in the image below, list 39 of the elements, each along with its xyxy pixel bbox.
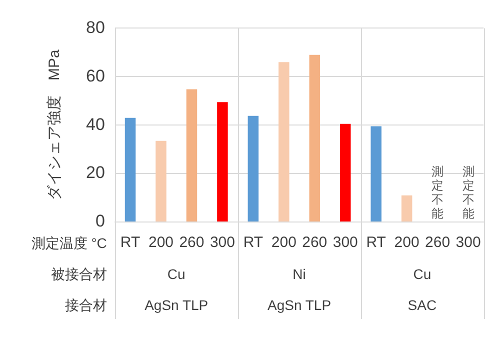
x-tick-label: 200 bbox=[271, 234, 296, 252]
x-tick-label: 200 bbox=[394, 234, 420, 252]
text: AgSn TLP bbox=[144, 296, 208, 313]
x-tick-label: RT bbox=[120, 234, 140, 252]
bar bbox=[309, 54, 320, 222]
text: AgSn TLP bbox=[267, 296, 332, 313]
text: 接合材 bbox=[64, 296, 107, 313]
bar bbox=[401, 195, 412, 222]
x-tick-label: 260 bbox=[179, 234, 204, 252]
y-tick-label: 60 bbox=[86, 66, 105, 86]
x-tick-label: 300 bbox=[210, 234, 235, 252]
text: Cu bbox=[167, 266, 186, 282]
x-tick-label: 260 bbox=[425, 234, 450, 252]
y-tick-label: 0 bbox=[95, 212, 105, 231]
bar bbox=[217, 102, 228, 222]
x-tick-label: RT bbox=[366, 234, 386, 252]
text: Ni bbox=[292, 266, 306, 282]
x-tick-label: 200 bbox=[148, 234, 174, 252]
text: 被接合材 bbox=[50, 266, 107, 282]
bar bbox=[186, 89, 198, 222]
x-tick-label: RT bbox=[243, 234, 264, 252]
y-tick-label: 80 bbox=[86, 18, 105, 37]
x-tick-label: 300 bbox=[456, 234, 481, 252]
text: Cu bbox=[413, 266, 432, 282]
bar bbox=[248, 116, 259, 222]
annotation: 測定不能 bbox=[462, 164, 474, 220]
bar bbox=[278, 62, 290, 222]
text: 測定温度 °C bbox=[31, 234, 107, 251]
text: SAC bbox=[408, 296, 437, 313]
bar bbox=[370, 126, 382, 222]
x-tick-label: 300 bbox=[332, 234, 358, 252]
bar bbox=[340, 124, 351, 222]
y-axis-title: ダイシェア強度 MPa bbox=[46, 49, 64, 201]
x-tick-label: 260 bbox=[302, 234, 328, 252]
bar bbox=[124, 118, 136, 222]
annotation: 測定不能 bbox=[432, 164, 444, 220]
bar bbox=[156, 140, 166, 222]
y-tick-label: 40 bbox=[86, 114, 105, 134]
y-tick-label: 20 bbox=[86, 163, 105, 182]
